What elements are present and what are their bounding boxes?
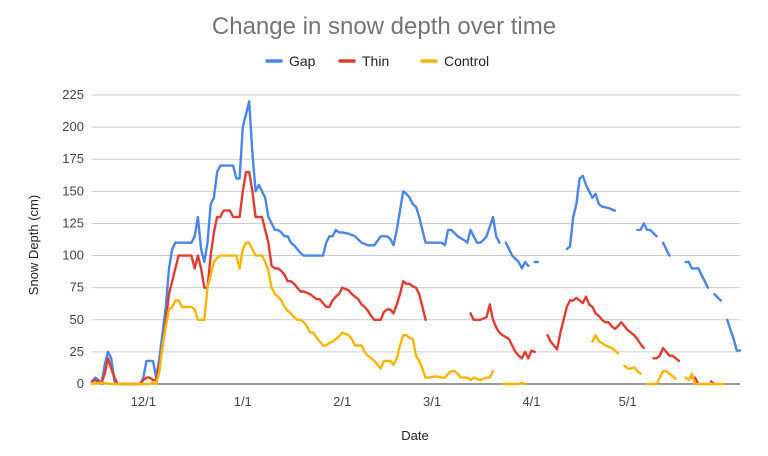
series-line-segment [504, 241, 530, 270]
y-tick-label: 0 [77, 376, 84, 391]
series-line-segment [546, 295, 645, 351]
series-line-segment [623, 364, 642, 375]
y-tick-label: 175 [62, 151, 84, 166]
series-line-segment [565, 174, 617, 251]
x-tick-label: 4/1 [522, 394, 540, 409]
x-tick-label: 2/1 [333, 394, 351, 409]
series-line-segment [713, 292, 722, 302]
y-tick-label: 200 [62, 119, 84, 134]
legend-item[interactable]: Gap [265, 53, 316, 69]
y-tick-label: 75 [70, 280, 84, 295]
series-line-segment [469, 303, 536, 360]
legend-item[interactable]: Thin [338, 53, 389, 69]
series-line-segment [636, 222, 658, 238]
y-tick-label: 150 [62, 183, 84, 198]
legend-label: Thin [362, 53, 389, 69]
legend-label: Control [444, 53, 489, 69]
series-lines [90, 100, 742, 386]
series-line-segment [90, 241, 495, 386]
x-axis-ticks: 12/1 1/1 2/1 3/1 4/1 5/1 [131, 394, 637, 409]
series-line-segment [684, 372, 726, 386]
legend: Gap Thin Control [265, 53, 489, 69]
y-tick-label: 50 [70, 312, 84, 327]
x-tick-label: 5/1 [619, 394, 637, 409]
series-line-segment [90, 100, 501, 386]
series-control [90, 241, 726, 386]
x-tick-label: 12/1 [131, 394, 156, 409]
series-line-segment [501, 381, 527, 386]
chart-title: Change in snow depth over time [212, 13, 556, 40]
x-axis-title: Date [401, 428, 428, 443]
y-tick-label: 125 [62, 215, 84, 230]
y-tick-label: 225 [62, 87, 84, 102]
legend-label: Gap [289, 53, 316, 69]
y-tick-label: 25 [70, 344, 84, 359]
series-line-segment [591, 334, 620, 355]
legend-item[interactable]: Control [420, 53, 489, 69]
series-gap [90, 100, 742, 386]
series-line-segment [661, 241, 671, 257]
x-tick-label: 1/1 [234, 394, 252, 409]
gridlines [92, 94, 740, 385]
x-tick-label: 3/1 [423, 394, 441, 409]
series-line-segment [684, 260, 710, 289]
series-line-segment [726, 318, 742, 352]
y-axis-ticks: 0 25 50 75 100 125 150 175 200 225 [62, 87, 84, 391]
series-line-segment [652, 346, 681, 363]
y-tick-label: 100 [62, 248, 84, 263]
series-line-segment [645, 370, 677, 386]
y-axis-title: Snow Depth (cm) [26, 195, 41, 295]
